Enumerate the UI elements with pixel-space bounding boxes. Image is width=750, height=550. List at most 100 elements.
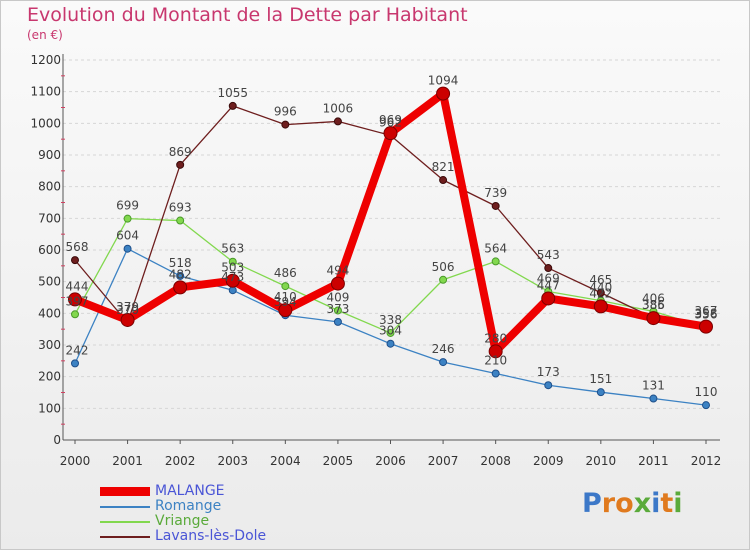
logo-letter-2: r [601, 488, 616, 519]
data-point-romange [439, 358, 448, 367]
data-label-vriange: 409 [326, 290, 349, 304]
data-label-vriange: 506 [432, 260, 455, 274]
data-point-vriange [386, 328, 395, 337]
data-label-lavans-l-s-dole: 370 [116, 303, 139, 317]
data-point-romange [702, 401, 710, 410]
data-label-vriange: 699 [116, 199, 139, 213]
legend-swatch-lavans [100, 536, 150, 538]
chart-subtitle: (en €) [27, 28, 63, 42]
y-tick-label: 400 [38, 306, 61, 320]
data-label-vriange: 563 [221, 242, 244, 256]
data-point-romange [228, 286, 237, 295]
data-point-romange [123, 244, 132, 253]
data-label-malange: 1094 [428, 74, 459, 88]
x-tick-label: 2011 [638, 454, 669, 468]
data-label-malange: 969 [379, 113, 402, 127]
data-label-lavans-l-s-dole: 1006 [323, 101, 354, 115]
data-label-romange: 518 [169, 256, 192, 270]
x-tick-label: 2003 [217, 454, 248, 468]
data-point-romange [544, 381, 553, 390]
data-label-malange: 385 [642, 298, 665, 312]
y-tick-label: 700 [38, 211, 61, 225]
data-label-romange: 210 [484, 354, 507, 368]
data-label-malange: 494 [326, 264, 349, 278]
data-point-malange [278, 303, 293, 318]
legend-swatch-romange [100, 506, 150, 508]
data-point-romange [596, 388, 605, 397]
proxiti-logo: Proxiti [582, 488, 683, 519]
data-point-romange [491, 369, 500, 378]
data-label-malange: 379 [116, 300, 139, 314]
logo-letter-3: o [615, 488, 634, 519]
data-point-lavans-l-s-dole [333, 117, 342, 126]
data-point-malange [699, 319, 713, 334]
legend-item-lavans: Lavans-lès-Dole [100, 528, 320, 544]
data-point-romange [386, 339, 395, 348]
legend-item-malange: MALANGE [100, 483, 320, 499]
y-tick-label: 200 [38, 370, 61, 384]
data-label-lavans-l-s-dole: 996 [274, 105, 297, 119]
data-label-malange: 422 [589, 286, 612, 300]
legend-label-vriange: Vriange [155, 513, 210, 529]
data-label-lavans-l-s-dole: 568 [66, 240, 89, 254]
data-point-vriange [71, 310, 79, 319]
data-label-romange: 110 [695, 385, 718, 399]
legend-label-malange: MALANGE [155, 483, 225, 499]
data-label-vriange: 356 [695, 307, 718, 321]
x-tick-label: 2005 [323, 454, 354, 468]
y-tick-label: 0 [53, 433, 61, 447]
data-label-lavans-l-s-dole: 465 [589, 273, 612, 287]
y-tick-label: 100 [38, 401, 61, 415]
data-point-lavans-l-s-dole [228, 101, 237, 110]
data-point-lavans-l-s-dole [439, 176, 448, 185]
legend-swatch-vriange [100, 521, 150, 523]
x-tick-label: 2000 [60, 454, 91, 468]
data-label-romange: 131 [642, 379, 665, 393]
data-point-lavans-l-s-dole [596, 288, 605, 297]
logo-letter-1: P [582, 488, 602, 519]
data-point-lavans-l-s-dole [281, 120, 290, 129]
x-tick-label: 2004 [270, 454, 301, 468]
data-point-malange [593, 299, 608, 314]
x-tick-label: 2007 [428, 454, 459, 468]
data-label-vriange: 338 [379, 313, 402, 327]
data-label-vriange: 406 [642, 291, 665, 305]
x-tick-label: 2001 [112, 454, 143, 468]
data-point-lavans-l-s-dole [491, 201, 500, 210]
data-label-romange: 173 [537, 365, 560, 379]
y-tick-label: 1100 [30, 85, 61, 99]
data-point-vriange [281, 282, 290, 291]
data-label-vriange: 693 [169, 201, 192, 215]
legend-item-romange: Romange [100, 498, 320, 514]
x-tick-label: 2002 [165, 454, 196, 468]
legend-label-lavans: Lavans-lès-Dole [155, 528, 267, 544]
data-point-lavans-l-s-dole [71, 256, 79, 265]
y-tick-label: 500 [38, 275, 61, 289]
data-label-romange: 304 [379, 324, 402, 338]
data-point-malange [541, 291, 556, 306]
data-point-malange [488, 344, 503, 359]
data-label-lavans-l-s-dole: 543 [537, 248, 560, 262]
data-label-vriange: 440 [589, 281, 612, 295]
data-label-malange: 447 [537, 278, 560, 292]
logo-letter-4: x [633, 488, 652, 519]
data-label-malange: 280 [484, 331, 507, 345]
data-point-malange [646, 311, 661, 326]
data-point-vriange [176, 216, 185, 225]
y-tick-label: 900 [38, 148, 61, 162]
data-point-vriange [333, 306, 342, 315]
data-point-malange [330, 276, 345, 291]
data-point-romange [649, 394, 658, 403]
data-point-vriange [491, 257, 500, 266]
y-tick-label: 600 [38, 243, 61, 257]
y-tick-label: 300 [38, 338, 61, 352]
data-label-malange: 482 [169, 267, 192, 281]
data-label-vriange: 397 [66, 294, 89, 308]
data-label-lavans-l-s-dole: 739 [484, 186, 507, 200]
data-point-romange [176, 271, 185, 280]
data-point-lavans-l-s-dole [176, 160, 185, 169]
logo-letter-7: i [673, 488, 683, 519]
data-label-lavans-l-s-dole: 821 [432, 160, 455, 174]
x-tick-label: 2008 [480, 454, 511, 468]
